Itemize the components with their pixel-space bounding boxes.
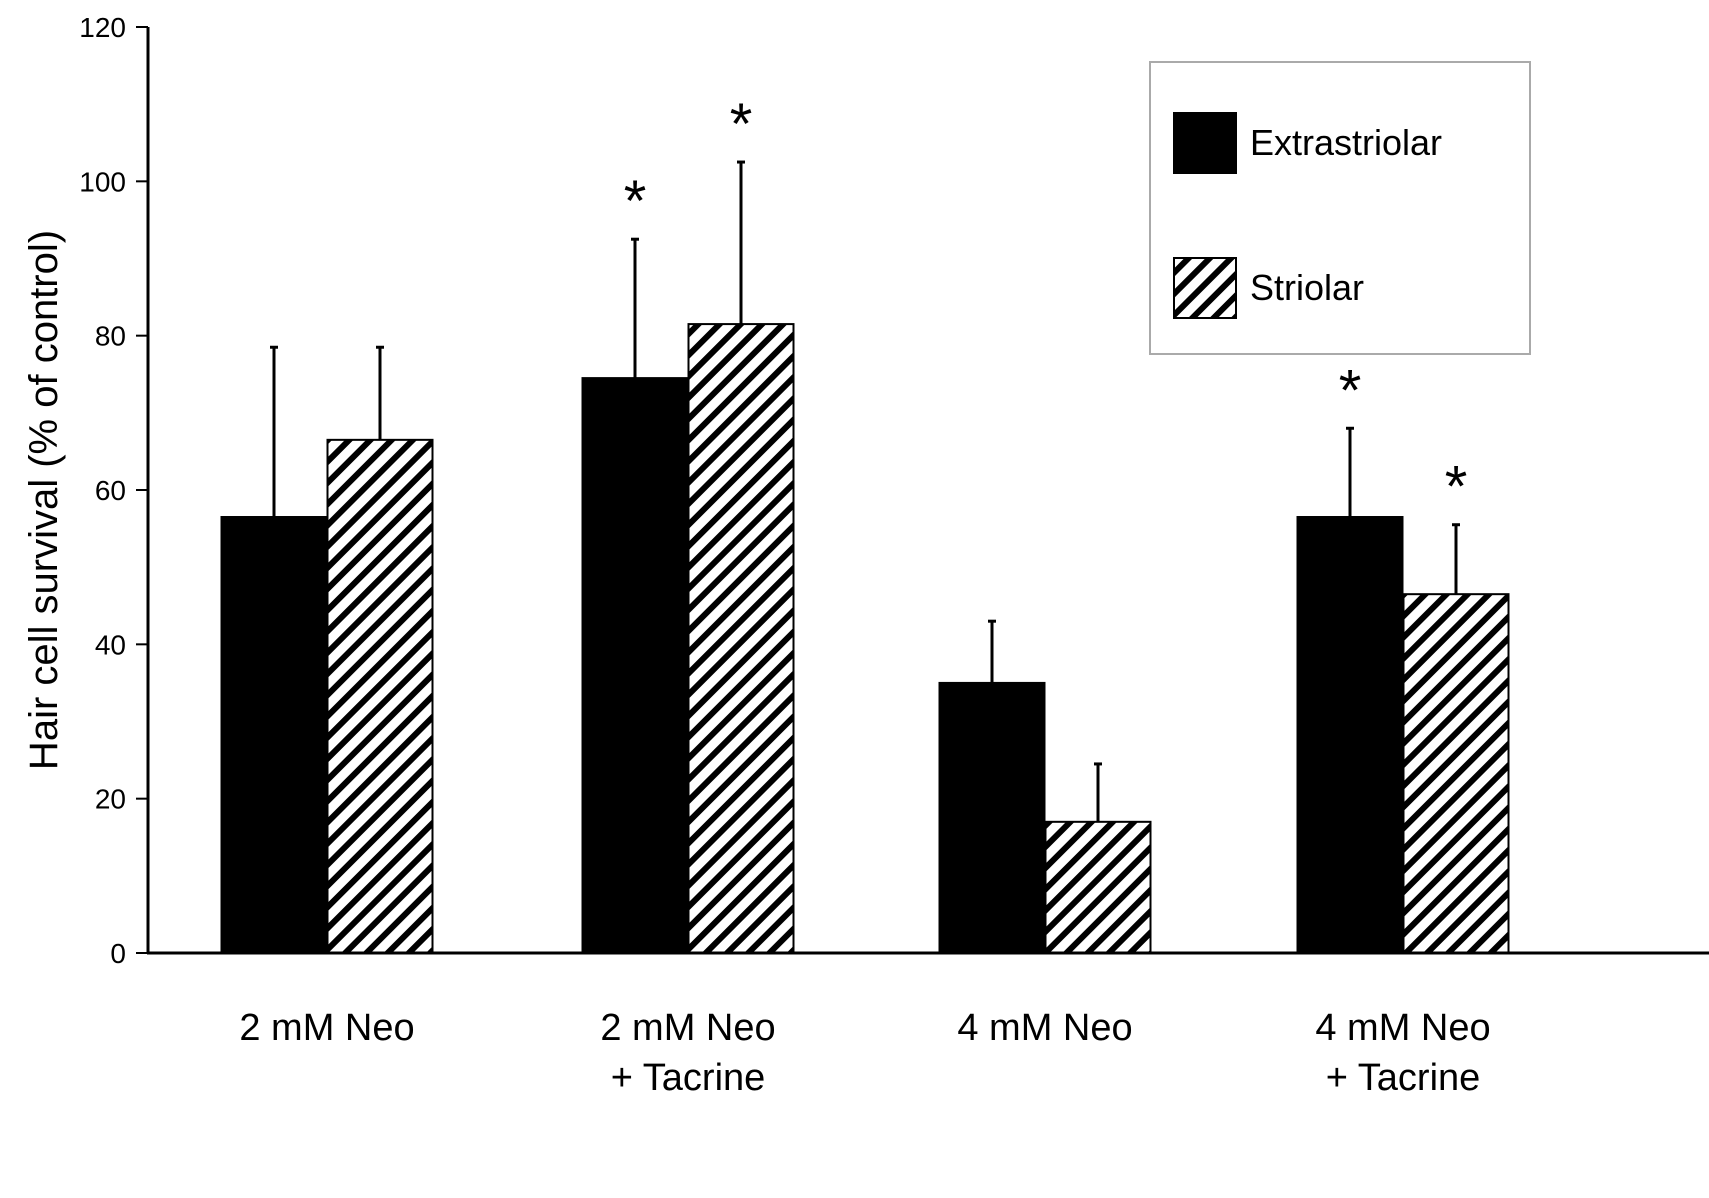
significance-marker-extrastriolar-2: *	[624, 169, 647, 234]
error-bars-layer	[270, 160, 1460, 822]
legend-label-striolar: Striolar	[1250, 267, 1364, 308]
y-tick-label-80: 80	[95, 321, 126, 352]
bar-striolar-1	[326, 438, 434, 954]
y-tick-label-60: 60	[95, 475, 126, 506]
x-category-label-3-line-1: 4 mM Neo	[957, 1007, 1132, 1049]
labels-layer: * * * * 0 20 40 60 80 100 120 2 mM Neo 2 mM Neo + Tac…	[22, 12, 1491, 1099]
x-category-label-4: 4 mM Neo + Tacrine	[1315, 1007, 1490, 1099]
y-tick-label-120: 120	[79, 12, 126, 43]
y-tick-label-100: 100	[79, 166, 126, 197]
bars-layer	[220, 323, 1510, 955]
significance-marker-striolar-4: *	[1445, 455, 1468, 520]
bar-striolar-3	[1044, 820, 1152, 954]
y-tick-label-40: 40	[95, 629, 126, 660]
x-category-label-1: 2 mM Neo	[239, 1007, 414, 1049]
x-category-label-4-line-1: 4 mM Neo	[1315, 1007, 1490, 1049]
x-category-label-2: 2 mM Neo + Tacrine	[600, 1007, 775, 1099]
y-tick-label-20: 20	[95, 784, 126, 815]
legend-label-extrastriolar: Extrastriolar	[1250, 122, 1442, 163]
y-axis-title: Hair cell survival (% of control)	[22, 230, 66, 770]
bar-striolar-4	[1402, 593, 1510, 954]
bar-extrastriolar-4	[1296, 516, 1404, 955]
bar-striolar-2	[687, 323, 795, 954]
significance-marker-striolar-2: *	[730, 92, 753, 157]
x-category-label-1-line-1: 2 mM Neo	[239, 1007, 414, 1049]
significance-marker-extrastriolar-4: *	[1339, 358, 1362, 423]
bar-extrastriolar-3	[938, 681, 1046, 955]
x-category-label-2-line-2: + Tacrine	[611, 1057, 766, 1099]
axes-layer	[136, 26, 1709, 955]
bar-extrastriolar-1	[220, 516, 328, 955]
legend: Extrastriolar Striolar	[1149, 61, 1531, 355]
x-category-label-2-line-1: 2 mM Neo	[600, 1007, 775, 1049]
legend-swatch-extrastriolar	[1173, 112, 1237, 174]
y-tick-label-0: 0	[110, 938, 126, 969]
bar-extrastriolar-2	[581, 377, 689, 954]
x-category-label-3: 4 mM Neo	[957, 1007, 1132, 1049]
x-category-label-4-line-2: + Tacrine	[1326, 1057, 1481, 1099]
legend-swatch-striolar	[1173, 257, 1237, 319]
